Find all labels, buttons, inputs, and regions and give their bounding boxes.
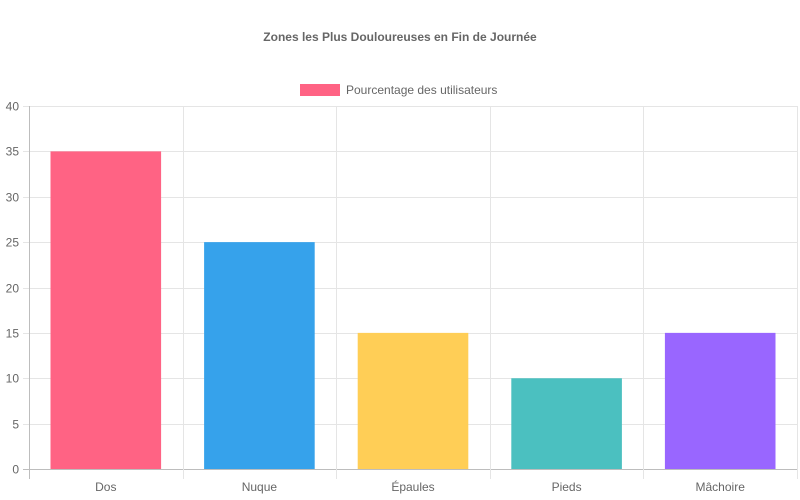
- y-tick-label: 40: [6, 100, 20, 114]
- y-tick-label: 0: [12, 463, 19, 477]
- y-axis: 0 5 10 15 20 25 30 35 40: [6, 100, 20, 477]
- x-tick-label: Épaules: [391, 479, 434, 494]
- x-tick-label: Dos: [95, 480, 116, 494]
- bar-mâchoire[interactable]: [664, 332, 776, 469]
- legend-swatch: [300, 84, 340, 96]
- bar-pieds[interactable]: [511, 378, 622, 469]
- y-tick-label: 15: [6, 327, 20, 341]
- legend[interactable]: Pourcentage des utilisateurs: [300, 83, 497, 97]
- y-tick-label: 30: [6, 191, 20, 205]
- y-tick-label: 20: [6, 282, 20, 296]
- bars: [50, 151, 776, 469]
- legend-label: Pourcentage des utilisateurs: [346, 83, 497, 97]
- y-tick-label: 35: [6, 145, 20, 159]
- y-tick-label: 10: [6, 372, 20, 386]
- bar-épaules[interactable]: [357, 332, 469, 469]
- x-tick-label: Mâchoire: [696, 480, 746, 494]
- y-tick-label: 25: [6, 236, 20, 250]
- bar-dos[interactable]: [50, 151, 162, 469]
- y-tick-label: 5: [12, 418, 19, 432]
- chart-title: Zones les Plus Douloureuses en Fin de Jo…: [263, 30, 537, 44]
- x-tick-label: Pieds: [552, 480, 582, 494]
- x-axis: Dos Nuque Épaules Pieds Mâchoire: [95, 479, 745, 494]
- bar-nuque[interactable]: [204, 242, 315, 469]
- x-tick-label: Nuque: [242, 480, 278, 494]
